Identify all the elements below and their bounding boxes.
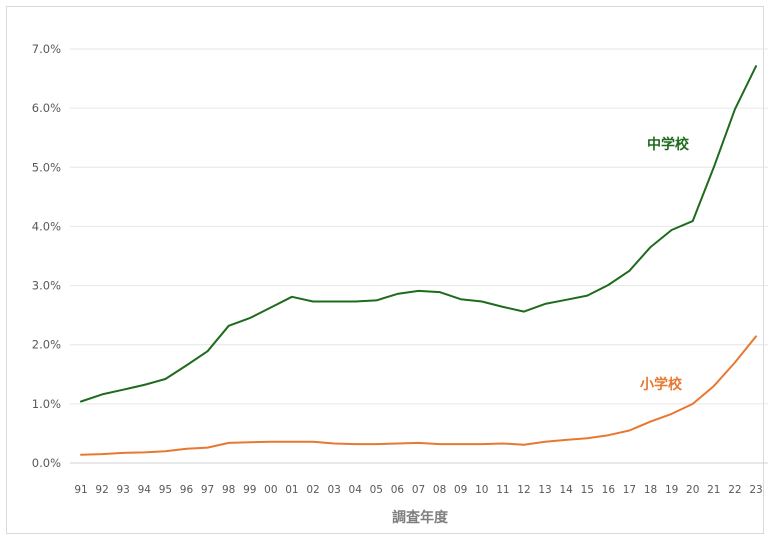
y-tick-label: 7.0% — [32, 42, 61, 56]
series-label-elementary: 小学校 — [640, 376, 683, 393]
x-tick-label: 12 — [517, 484, 530, 496]
x-tick-label: 09 — [454, 484, 467, 496]
x-tick-label: 15 — [581, 484, 594, 496]
x-tick-label: 01 — [285, 484, 298, 496]
series-lines — [80, 65, 757, 456]
x-tick-label: 93 — [117, 484, 130, 496]
x-tick-label: 00 — [264, 484, 277, 496]
x-tick-label: 99 — [243, 484, 256, 496]
x-tick-label: 17 — [623, 484, 636, 496]
y-tick-label: 4.0% — [32, 219, 61, 233]
series-line-1 — [80, 335, 757, 456]
x-tick-label: 19 — [665, 484, 678, 496]
x-tick-label: 16 — [602, 484, 616, 496]
y-tick-label: 2.0% — [32, 338, 61, 352]
y-axis-ticks: 0.0% 1.0% 2.0% 3.0% 4.0% 5.0% 6.0% 7.0% — [32, 42, 61, 470]
x-tick-label: 13 — [538, 484, 551, 496]
x-tick-label: 21 — [707, 484, 720, 496]
y-tick-label: 6.0% — [32, 101, 61, 115]
series-line-0 — [80, 65, 757, 403]
x-tick-label: 91 — [74, 484, 87, 496]
y-tick-label: 1.0% — [32, 397, 61, 411]
y-tick-label: 3.0% — [32, 279, 61, 293]
x-tick-label: 14 — [559, 484, 573, 496]
x-tick-label: 02 — [306, 484, 319, 496]
x-tick-label: 10 — [475, 484, 488, 496]
y-tick-label: 5.0% — [32, 160, 61, 174]
x-axis-label: 調査年度 — [392, 509, 449, 526]
x-tick-label: 98 — [222, 484, 235, 496]
x-axis-ticks: 91 92 93 94 95 96 97 98 99 00 01 02 03 04 05 06 07 08 09 10… — [74, 484, 762, 496]
chart-frame — [6, 6, 764, 534]
gridlines — [70, 48, 768, 464]
x-tick-label: 18 — [644, 484, 657, 496]
x-tick-label: 07 — [412, 484, 425, 496]
x-tick-label: 22 — [728, 484, 741, 496]
x-tick-label: 03 — [327, 484, 340, 496]
series-label-junior-high: 中学校 — [647, 136, 690, 153]
x-tick-label: 96 — [180, 484, 194, 496]
x-tick-label: 08 — [433, 484, 446, 496]
x-tick-label: 97 — [201, 484, 214, 496]
x-tick-label: 05 — [370, 484, 383, 496]
x-tick-label: 11 — [496, 484, 509, 496]
x-tick-label: 94 — [138, 484, 152, 496]
x-tick-label: 04 — [349, 484, 363, 496]
x-tick-label: 20 — [686, 484, 699, 496]
x-tick-label: 92 — [95, 484, 108, 496]
x-tick-label: 23 — [749, 484, 762, 496]
y-tick-label: 0.0% — [32, 456, 61, 470]
x-tick-label: 06 — [391, 484, 405, 496]
x-tick-label: 95 — [159, 484, 172, 496]
